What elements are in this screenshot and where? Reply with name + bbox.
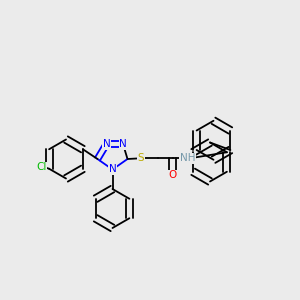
Text: S: S [138, 153, 144, 164]
Text: NH: NH [180, 153, 195, 164]
Text: O: O [168, 170, 177, 181]
Text: N: N [119, 139, 127, 149]
Text: N: N [103, 139, 110, 149]
Text: Cl: Cl [36, 162, 47, 172]
Text: N: N [109, 164, 116, 175]
